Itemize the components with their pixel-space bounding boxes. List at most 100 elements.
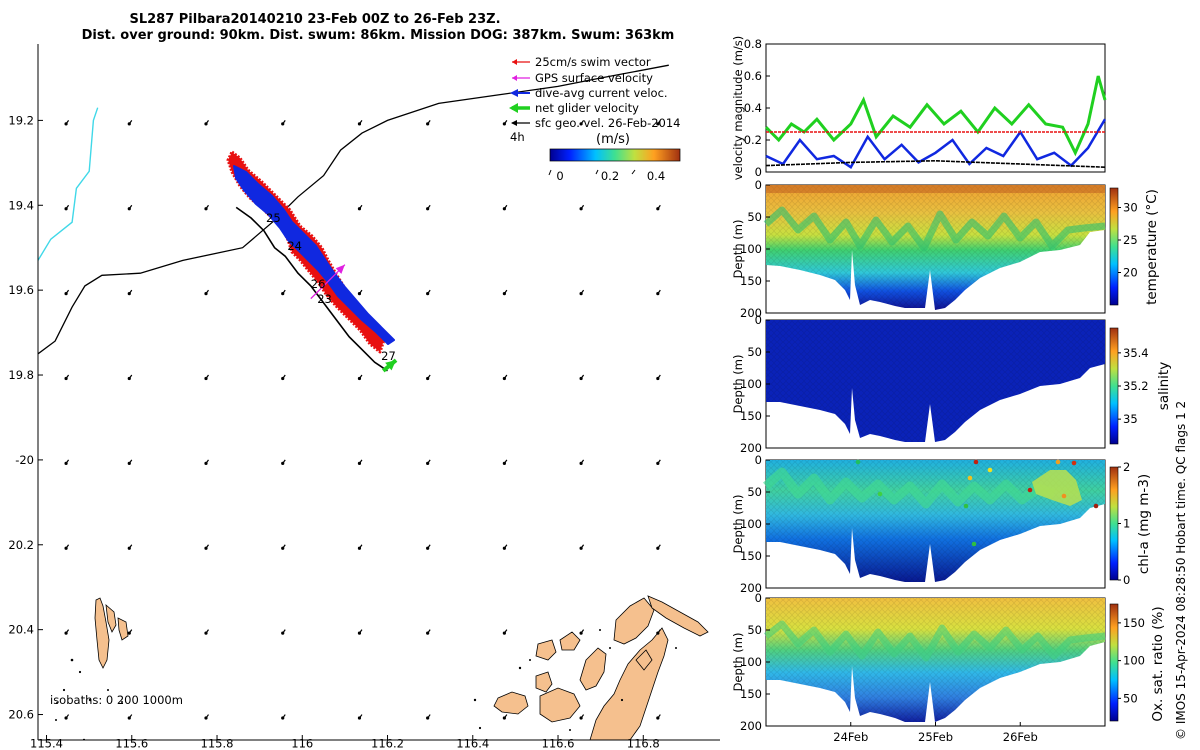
section-y-tick-label: 50 [747,345,762,359]
salinity-colorbar [1109,327,1119,445]
colorbar-tick-label: 2 [1123,460,1130,474]
geo-arrow-head [204,716,208,720]
velocity-y-ticks: 0 0.2 0.4 0.6 0.8 [744,37,770,179]
geo-arrow-head [64,376,68,381]
temperature-colorbar-ticks: 20 25 30 [1118,201,1138,280]
geo-arrow-head [426,122,430,126]
oxygen-section: 0 50 100 150 200 Depth (m) 50 100 150 Ox. sat.… [731,591,1166,744]
geo-arrow-head [426,461,430,466]
velocity-series-line [765,118,1107,169]
geo-arrow-head [502,292,506,296]
geo-arrow-head [127,631,131,635]
colorbar-tick-label: 150 [1123,616,1145,630]
section-y-tick-label: 200 [740,719,762,733]
chlorophyll-colorbar [1109,466,1119,581]
map-y-ticks: 19.2 19.4 19.6 19.8 -20 20.2 20.4 20.6 [8,113,43,722]
velocity-series-line [765,159,1106,168]
salinity-ylabel: Depth (m) [731,355,745,414]
geo-velocity-arrows [64,120,661,720]
geo-arrow-head [502,546,506,550]
velocity-ylabel: velocity magnitude (m/s) [731,36,745,181]
section-y-tick-label: 100 [740,655,762,669]
oxygen-y-ticks: 0 50 100 150 200 [740,591,770,733]
day-label: 27 [381,349,396,363]
oxygen-x-tick-label: 25Feb [918,730,953,744]
map-legend: 25cm/s swim vector GPS surface velocity … [509,55,681,183]
map-y-tick-label: 20.4 [8,623,34,637]
geo-arrow-head [656,122,660,126]
oxygen-texture [766,598,1105,722]
geo-arrow-head [579,546,583,550]
chlorophyll-colorbar-ticks: 0 1 2 [1118,460,1130,587]
legend-label-current: dive-avg current veloc. [535,86,668,100]
geo-arrow-head [281,376,285,381]
thermocline-band [763,206,1106,252]
temperature-colorbar [1109,187,1119,306]
chlorophyll-max-band [763,467,1056,509]
geo-arrow-head [426,716,430,720]
geo-arrow-head [579,122,583,126]
speed-colorbar [549,148,681,162]
geo-arrow-head [127,461,131,466]
land-islands [94,595,709,740]
legend-entry-swim: 25cm/s swim vector [512,55,651,69]
salinity-section: 0 50 100 150 200 Depth (m) 35 35.2 35.4 salini… [731,313,1172,455]
oxygen-ylabel: Depth (m) [731,633,745,692]
colorbar-tick-label: 35.2 [1123,379,1149,393]
oxygen-cbar-label: Ox. sat. ratio (%) [1150,606,1166,721]
chlorophyll-ylabel: Depth (m) [731,495,745,554]
day-label: 23 [317,292,332,306]
geo-arrow-head [656,716,660,720]
section-y-tick-label: 0 [755,313,762,327]
isobaths-label: isobaths: 0 200 1000m [50,693,183,707]
map-x-tick-label: 116.8 [627,736,660,750]
isobath-200m-line [38,64,669,355]
map-x-ticks: 115.4 115.6 115.8 116 116.2 116.4 116.6 116.8 [30,735,660,750]
velocity-panel: 0 0.2 0.4 0.6 0.8 velocity magnitude (m/s) [731,36,1107,181]
map-y-tick-label: 19.6 [8,283,34,297]
geo-arrow-head [204,376,208,381]
geo-arrow-head [281,546,285,550]
salinity-colorbar-ticks: 35 35.2 35.4 [1118,346,1149,426]
velocity-axes-box [765,43,1106,173]
temperature-texture [766,185,1105,310]
chlorophyll-cbar-label: chl-a (mg m-3) [1136,474,1152,574]
section-y-tick-label: 200 [740,581,762,595]
geo-arrow-head [204,207,208,211]
colorbar-tick-label: 1 [1123,517,1130,531]
figure-title-line1: SL287 Pilbara20140210 23-Feb 00Z to 26-F… [129,12,500,27]
section-y-tick-label: 150 [740,549,762,563]
colorbar-tick-label: 50 [1123,691,1138,705]
colorbar-tick-label: 0 [1123,573,1130,587]
section-y-tick-label: 100 [740,242,762,256]
oxygen-colorbar-ticks: 50 100 150 [1118,616,1145,705]
geo-arrow-head [357,207,362,211]
legend-cbar-tick-0: 0 [556,169,563,183]
geo-arrow-head [357,631,362,635]
current-vectors-swath [233,165,395,345]
map-y-tick-label: 20.2 [8,538,34,552]
colorbar-tick-label: 25 [1123,233,1138,247]
map-x-tick-label: 116.4 [456,736,489,750]
legend-scale-label: 4h [510,130,525,144]
geo-arrow-head [64,461,68,466]
legend-colorbar-label: (m/s) [596,132,630,147]
legend-label-swim: 25cm/s swim vector [535,55,651,69]
geo-arrow-head [426,376,430,381]
geo-arrow-head [64,292,68,296]
legend-cbar-tick-1: 0.2 [601,169,619,183]
geo-arrow-head [579,461,583,466]
geo-arrow-head [64,716,68,720]
map-x-tick-label: 115.8 [201,736,234,750]
geo-arrow-head [64,207,68,211]
legend-entry-geo: sfc geo. vel. 26-Feb-2014 [511,116,681,130]
figure-title-line2: Dist. over ground: 90km. Dist. swum: 86k… [82,28,675,43]
geo-arrow-head [281,631,285,635]
net-arrowhead [385,360,397,371]
colorbar-tick-label: 100 [1123,654,1145,668]
colorbar-tick-label: 35 [1123,412,1138,426]
geo-arrow-head [127,292,131,296]
geo-arrow-head [357,461,362,466]
geo-arrow-head [502,716,506,720]
geo-arrow-head [357,716,362,720]
